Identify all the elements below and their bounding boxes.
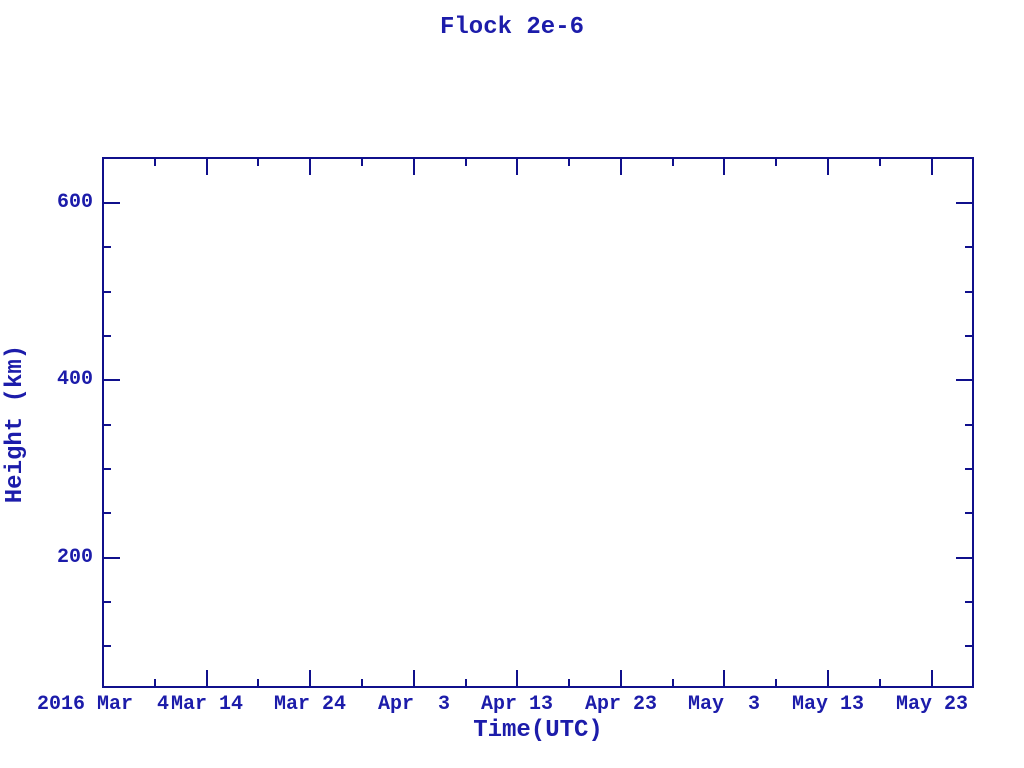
x-tick-label: May 23: [895, 693, 968, 716]
x-tick-label: Mar 14: [170, 693, 243, 716]
x-minor-tick-bottom: [465, 679, 467, 688]
y-minor-tick-left: [102, 424, 111, 426]
y-minor-tick-right: [965, 512, 974, 514]
x-tick-label: Apr 3: [377, 693, 450, 716]
x-major-tick-bottom: [620, 670, 622, 688]
y-major-tick-left: [102, 202, 120, 204]
x-minor-tick-top: [879, 157, 881, 166]
x-minor-tick-bottom: [672, 679, 674, 688]
x-major-tick-bottom: [309, 670, 311, 688]
x-tick-label: May 13: [791, 693, 864, 716]
chart-title: Flock 2e-6: [439, 14, 585, 41]
y-minor-tick-right: [965, 291, 974, 293]
x-axis-title: Time(UTC): [473, 717, 603, 744]
y-minor-tick-left: [102, 291, 111, 293]
axis-bottom: [102, 686, 974, 688]
x-major-tick-top: [102, 157, 104, 175]
x-major-tick-bottom: [413, 670, 415, 688]
y-minor-tick-right: [965, 246, 974, 248]
y-major-tick-right: [956, 557, 974, 559]
x-minor-tick-top: [775, 157, 777, 166]
y-minor-tick-right: [965, 335, 974, 337]
y-minor-tick-left: [102, 512, 111, 514]
axis-right: [972, 157, 974, 688]
x-minor-tick-bottom: [154, 679, 156, 688]
x-major-tick-top: [206, 157, 208, 175]
x-major-tick-bottom: [102, 670, 104, 688]
y-major-tick-right: [956, 379, 974, 381]
x-minor-tick-bottom: [257, 679, 259, 688]
x-major-tick-top: [620, 157, 622, 175]
y-axis-title: Height (km): [2, 344, 29, 504]
y-minor-tick-right: [965, 424, 974, 426]
y-major-tick-right: [956, 202, 974, 204]
x-minor-tick-bottom: [361, 679, 363, 688]
x-major-tick-bottom: [931, 670, 933, 688]
x-major-tick-bottom: [206, 670, 208, 688]
x-minor-tick-top: [154, 157, 156, 166]
x-minor-tick-bottom: [775, 679, 777, 688]
y-tick-label: 600: [56, 191, 93, 214]
y-minor-tick-right: [965, 601, 974, 603]
x-tick-label: Apr 23: [584, 693, 657, 716]
x-tick-label: 2016 Mar 4: [36, 693, 170, 716]
x-minor-tick-top: [465, 157, 467, 166]
x-minor-tick-bottom: [879, 679, 881, 688]
x-tick-label: May 3: [687, 693, 760, 716]
y-minor-tick-right: [965, 468, 974, 470]
y-minor-tick-right: [965, 645, 974, 647]
y-minor-tick-left: [102, 335, 111, 337]
x-major-tick-top: [516, 157, 518, 175]
y-major-tick-left: [102, 379, 120, 381]
axis-top: [102, 157, 974, 159]
x-major-tick-bottom: [723, 670, 725, 688]
y-minor-tick-left: [102, 468, 111, 470]
y-tick-label: 200: [56, 546, 93, 569]
x-minor-tick-top: [568, 157, 570, 166]
x-major-tick-bottom: [516, 670, 518, 688]
y-major-tick-left: [102, 557, 120, 559]
y-tick-label: 400: [56, 368, 93, 391]
x-minor-tick-top: [361, 157, 363, 166]
x-tick-label: Apr 13: [480, 693, 553, 716]
x-tick-label: Mar 24: [273, 693, 346, 716]
x-major-tick-top: [309, 157, 311, 175]
axis-left: [102, 157, 104, 688]
y-minor-tick-left: [102, 246, 111, 248]
x-minor-tick-bottom: [568, 679, 570, 688]
x-major-tick-top: [413, 157, 415, 175]
y-minor-tick-left: [102, 645, 111, 647]
x-major-tick-top: [827, 157, 829, 175]
x-minor-tick-top: [672, 157, 674, 166]
x-major-tick-top: [931, 157, 933, 175]
x-major-tick-bottom: [827, 670, 829, 688]
y-minor-tick-left: [102, 601, 111, 603]
x-major-tick-top: [723, 157, 725, 175]
x-minor-tick-top: [257, 157, 259, 166]
